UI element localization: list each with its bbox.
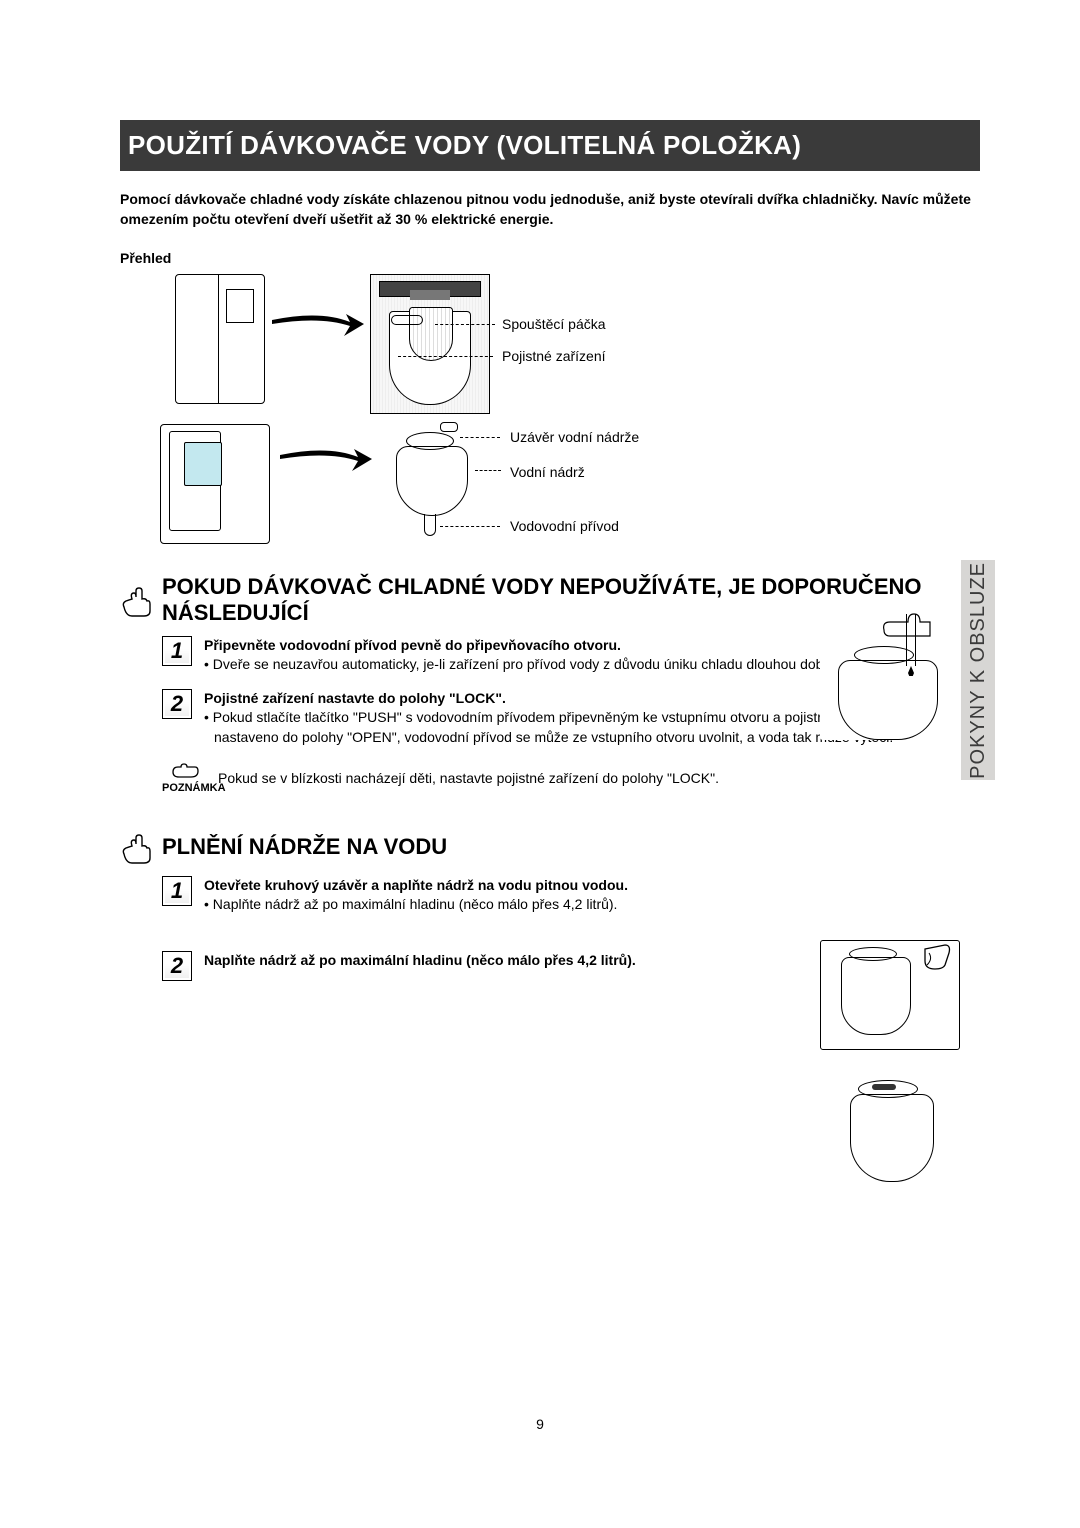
arrow-icon bbox=[270, 314, 365, 338]
overview-diagram: Spouštěcí páčka Pojistné zařízení Uzávěr… bbox=[120, 274, 980, 544]
overview-label-lever: Spouštěcí páčka bbox=[502, 316, 606, 332]
note-icon-column: POZNÁMKA bbox=[162, 762, 208, 794]
arrow-icon bbox=[278, 449, 373, 473]
note-row: POZNÁMKA Pokud se v blízkosti nacházejí … bbox=[162, 762, 980, 794]
overview-tank-icon bbox=[390, 424, 475, 534]
note-text: Pokud se v blízkosti nacházejí děti, nas… bbox=[218, 762, 719, 786]
note-hand-icon bbox=[171, 762, 199, 780]
step-bullet: • Naplňte nádrž až po maximální hladinu … bbox=[204, 895, 980, 915]
leader-line bbox=[435, 324, 495, 325]
side-tab-label: POKYNY K OBSLUZE bbox=[967, 562, 990, 779]
section-2-step-1: 1 Otevřete kruhový uzávěr a naplňte nádr… bbox=[120, 876, 980, 915]
leader-line bbox=[475, 470, 501, 471]
manual-page: POUŽITÍ DÁVKOVAČE VODY (VOLITELNÁ POLOŽK… bbox=[0, 0, 1080, 1528]
section-2-heading: PLNĚNÍ NÁDRŽE NA VODU bbox=[162, 834, 447, 860]
leader-line bbox=[440, 526, 500, 527]
figure-pouring-water bbox=[820, 940, 960, 1050]
note-label: POZNÁMKA bbox=[162, 782, 208, 794]
figure-tank-with-pipe bbox=[820, 610, 960, 740]
intro-paragraph: Pomocí dávkovače chladné vody získáte ch… bbox=[120, 189, 980, 230]
pitcher-icon bbox=[919, 943, 953, 971]
step-title: Připevněte vodovodní přívod pevně do při… bbox=[204, 637, 621, 653]
page-number: 9 bbox=[536, 1416, 544, 1432]
overview-label: Přehled bbox=[120, 250, 980, 266]
leader-line bbox=[460, 437, 500, 438]
overview-fridge-closed-icon bbox=[175, 274, 265, 404]
step-body: Otevřete kruhový uzávěr a naplňte nádrž … bbox=[204, 876, 980, 915]
step-title: Pojistné zařízení nastavte do polohy "LO… bbox=[204, 690, 506, 706]
step-number-box: 2 bbox=[162, 951, 192, 981]
overview-label-tank: Vodní nádrž bbox=[510, 464, 585, 480]
overview-label-pipe: Vodovodní přívod bbox=[510, 518, 619, 534]
pointing-hand-icon bbox=[120, 832, 154, 866]
step-number-box: 2 bbox=[162, 689, 192, 719]
overview-fridge-open-icon bbox=[160, 424, 270, 544]
overview-dispenser-icon bbox=[370, 274, 490, 414]
step-number-box: 1 bbox=[162, 636, 192, 666]
step-title: Otevřete kruhový uzávěr a naplňte nádrž … bbox=[204, 877, 628, 893]
page-title-bar: POUŽITÍ DÁVKOVAČE VODY (VOLITELNÁ POLOŽK… bbox=[120, 120, 980, 171]
figure-tank-closed bbox=[820, 1070, 960, 1190]
section-2-heading-row: PLNĚNÍ NÁDRŽE NA VODU bbox=[120, 828, 980, 866]
pointing-hand-icon bbox=[120, 585, 154, 619]
step-title: Naplňte nádrž až po maximální hladinu (n… bbox=[204, 952, 636, 968]
side-tab: POKYNY K OBSLUZE bbox=[961, 560, 995, 780]
leader-line bbox=[398, 356, 493, 357]
overview-label-cap: Uzávěr vodní nádrže bbox=[510, 429, 639, 445]
step-number-box: 1 bbox=[162, 876, 192, 906]
page-title: POUŽITÍ DÁVKOVAČE VODY (VOLITELNÁ POLOŽK… bbox=[120, 130, 980, 161]
overview-label-lock: Pojistné zařízení bbox=[502, 348, 606, 364]
